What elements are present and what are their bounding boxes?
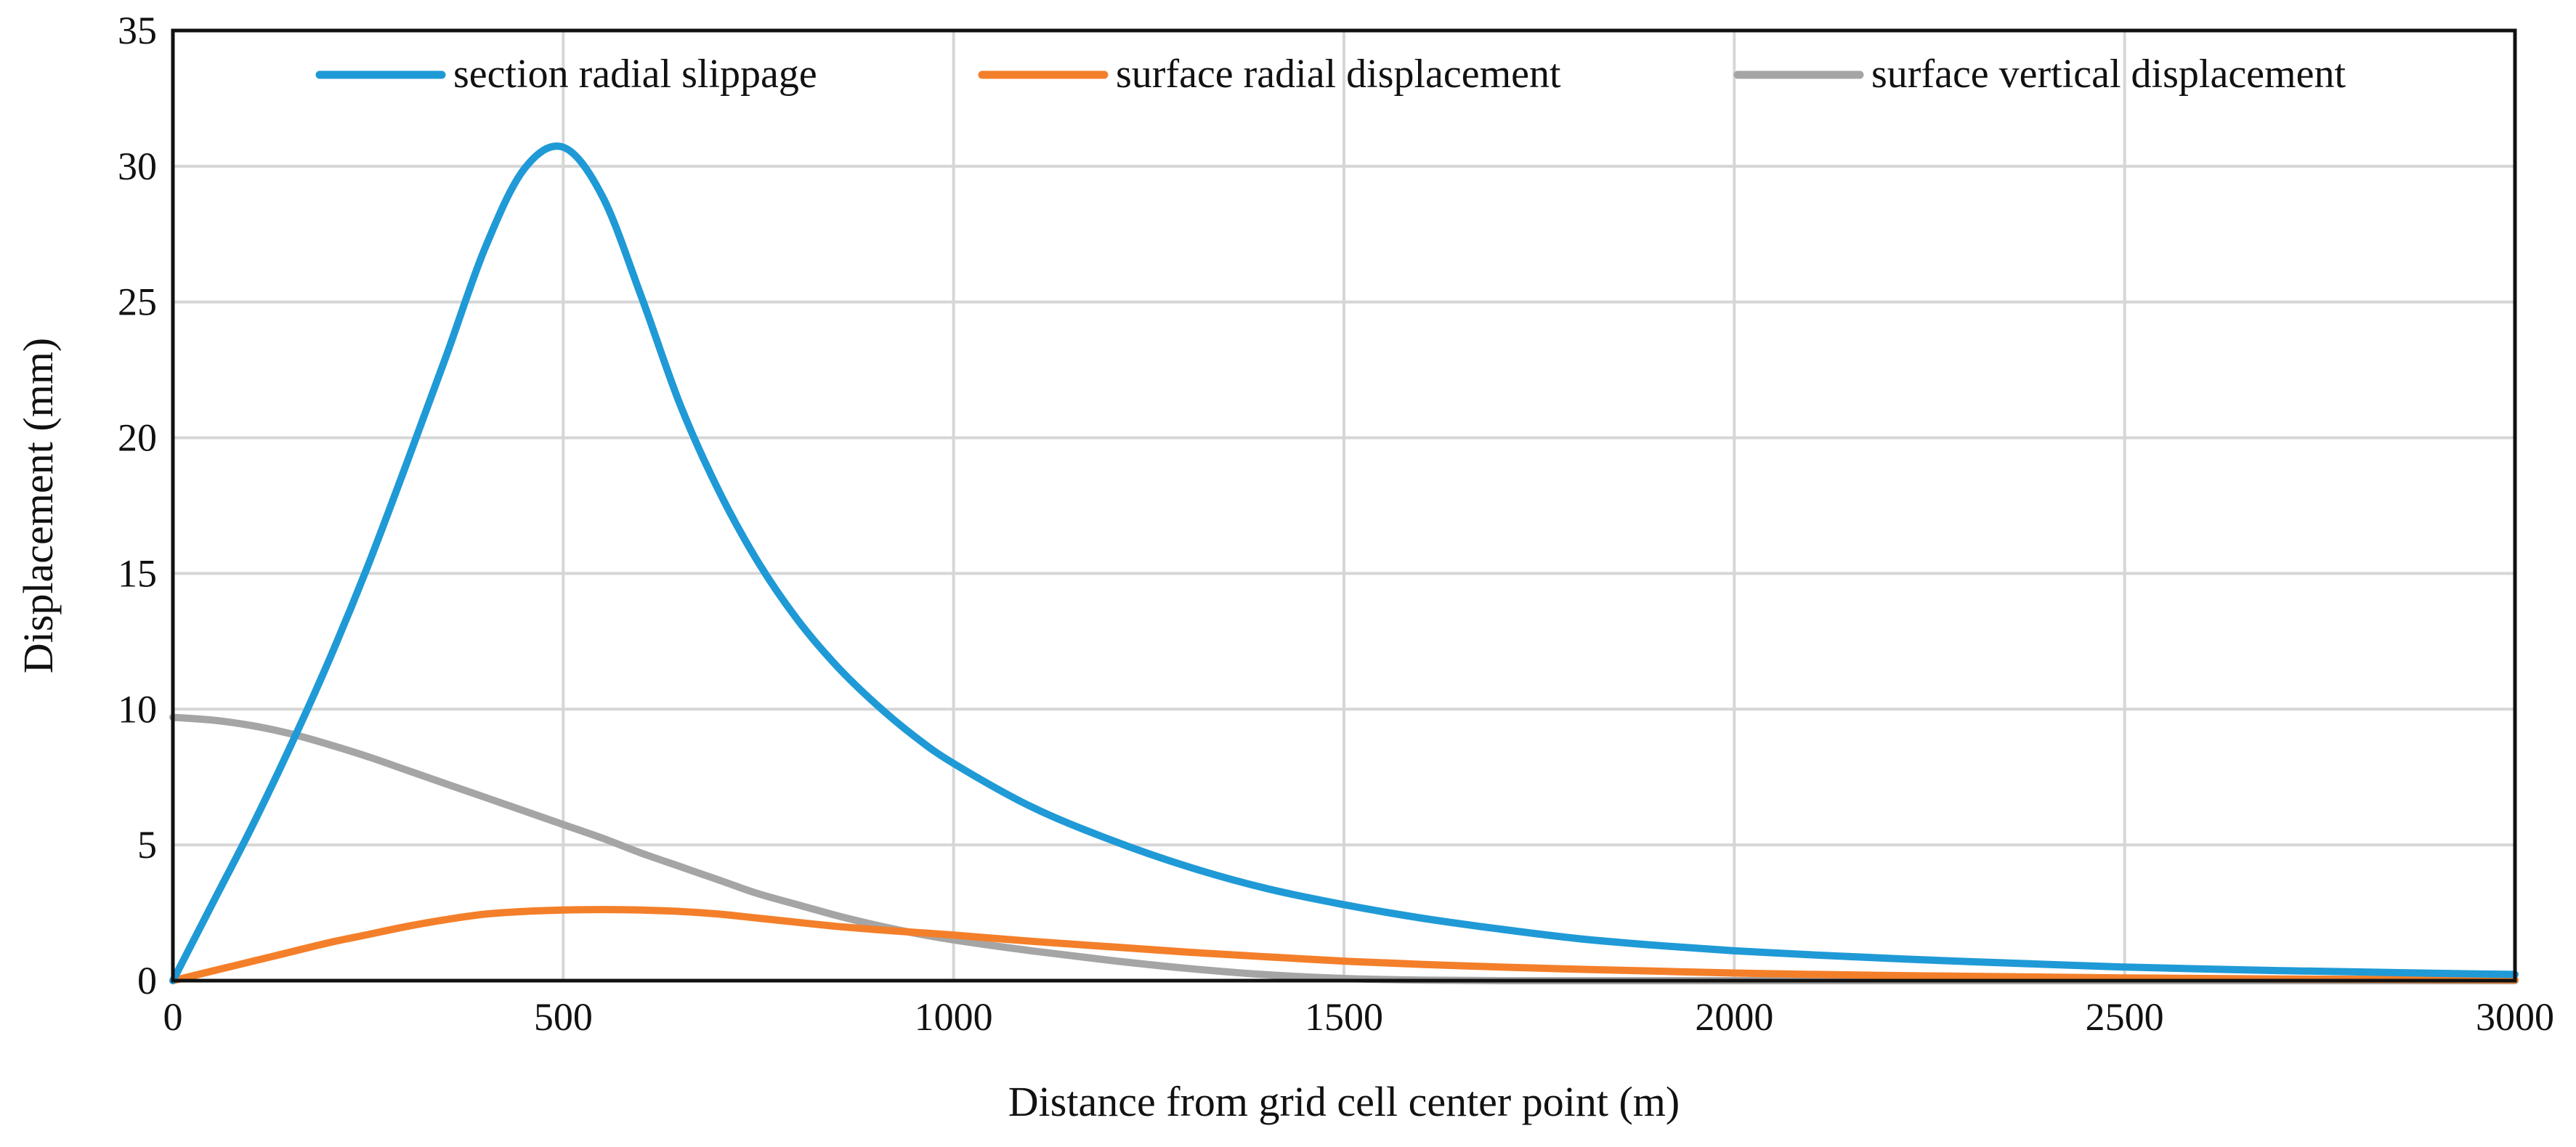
y-tick-label: 10 — [118, 687, 157, 731]
y-tick-label: 35 — [118, 9, 157, 52]
y-tick-label: 0 — [137, 959, 157, 1002]
x-tick-label: 0 — [163, 995, 183, 1039]
x-tick-label: 2000 — [1695, 995, 1773, 1039]
x-tick-label: 1000 — [915, 995, 993, 1039]
y-tick-label: 15 — [118, 551, 157, 595]
series-line-surface-radial-displacement — [169, 906, 2519, 984]
x-axis-ticks: 0 500 1000 1500 2000 2500 3000 — [163, 995, 2555, 1039]
grid-layer — [173, 31, 2515, 981]
y-tick-label: 20 — [118, 416, 157, 460]
x-axis-title: Distance from grid cell center point (m) — [1008, 1078, 1680, 1125]
x-tick-label: 3000 — [2476, 995, 2554, 1039]
y-tick-label: 25 — [118, 280, 157, 324]
series-line-section-radial-slippage — [169, 142, 2519, 984]
y-tick-label: 5 — [137, 823, 157, 867]
y-axis-title: Displacement (mm) — [15, 338, 62, 673]
y-tick-label: 30 — [118, 145, 157, 188]
legend: section radial slippage surface radial di… — [315, 52, 2346, 97]
x-tick-label: 1500 — [1305, 995, 1383, 1039]
legend-label-section-radial-slippage: section radial slippage — [453, 52, 817, 97]
legend-label-surface-vertical-displacement: surface vertical displacement — [1871, 52, 2346, 97]
legend-label-surface-radial-displacement: surface radial displacement — [1116, 52, 1561, 97]
x-tick-label: 500 — [534, 995, 593, 1039]
plot-frame — [171, 28, 2517, 983]
x-tick-label: 2500 — [2086, 995, 2164, 1039]
y-axis-ticks: 0 5 10 15 20 25 30 35 — [118, 9, 157, 1002]
